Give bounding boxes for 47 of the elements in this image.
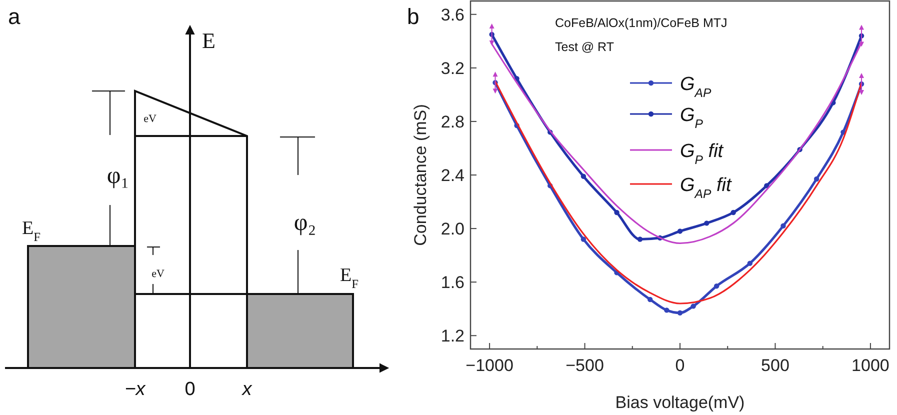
text: E$_{F}$ — [22, 218, 41, 244]
legend-label: G$_{AP}$ fit — [680, 175, 732, 201]
point — [690, 304, 696, 309]
point — [814, 176, 820, 182]
x-axis-title: Bias voltage(mV) — [615, 393, 745, 412]
point — [580, 236, 586, 242]
x-tick-label: 0 — [675, 356, 685, 375]
y-tick-label: 1.2 — [440, 326, 464, 346]
text: E — [202, 28, 216, 53]
text: −x — [124, 379, 147, 400]
point — [614, 210, 620, 216]
y-tick-label: 2.4 — [440, 166, 464, 185]
legend-label: G$_{P}$ fit — [680, 141, 724, 167]
point — [637, 236, 643, 242]
y-axis-title: Conductance (mS) — [411, 104, 430, 246]
text: E$_{F}$ — [340, 265, 359, 291]
y-tick-label: 3.6 — [440, 5, 464, 24]
text: 0 — [184, 379, 196, 400]
point — [677, 228, 683, 234]
y-tick-label: 1.6 — [440, 273, 464, 292]
point — [664, 308, 670, 313]
x-tick-label: 1000 — [852, 356, 890, 375]
text: CoFeB/AlOx(1nm)/CoFeB MTJ — [555, 16, 728, 30]
point — [677, 310, 683, 316]
point — [704, 220, 710, 226]
point — [780, 223, 786, 228]
x-tick-label: 500 — [761, 356, 790, 375]
text: x — [241, 379, 254, 400]
y-tick-label: 2.0 — [440, 220, 464, 239]
text: φ₂ — [294, 210, 316, 236]
legend-label: G$_{P}$ — [680, 105, 704, 131]
y-tick-label: 2.8 — [440, 112, 464, 132]
chart-title: b — [407, 4, 420, 29]
text: eV — [152, 268, 164, 280]
point — [714, 283, 720, 289]
x-tick-label: −500 — [566, 356, 604, 375]
text: eV — [144, 113, 156, 125]
text: a — [8, 4, 21, 29]
x-tick-label: −1000 — [466, 356, 514, 375]
point — [730, 210, 736, 216]
point — [648, 296, 653, 302]
text: φ₁ — [106, 163, 130, 189]
annotation: Test @ RT — [555, 40, 614, 54]
point — [747, 260, 752, 266]
legend-label: G$_{AP}$ — [680, 74, 712, 100]
point — [580, 174, 586, 179]
y-tick-label: 3.2 — [440, 58, 464, 78]
